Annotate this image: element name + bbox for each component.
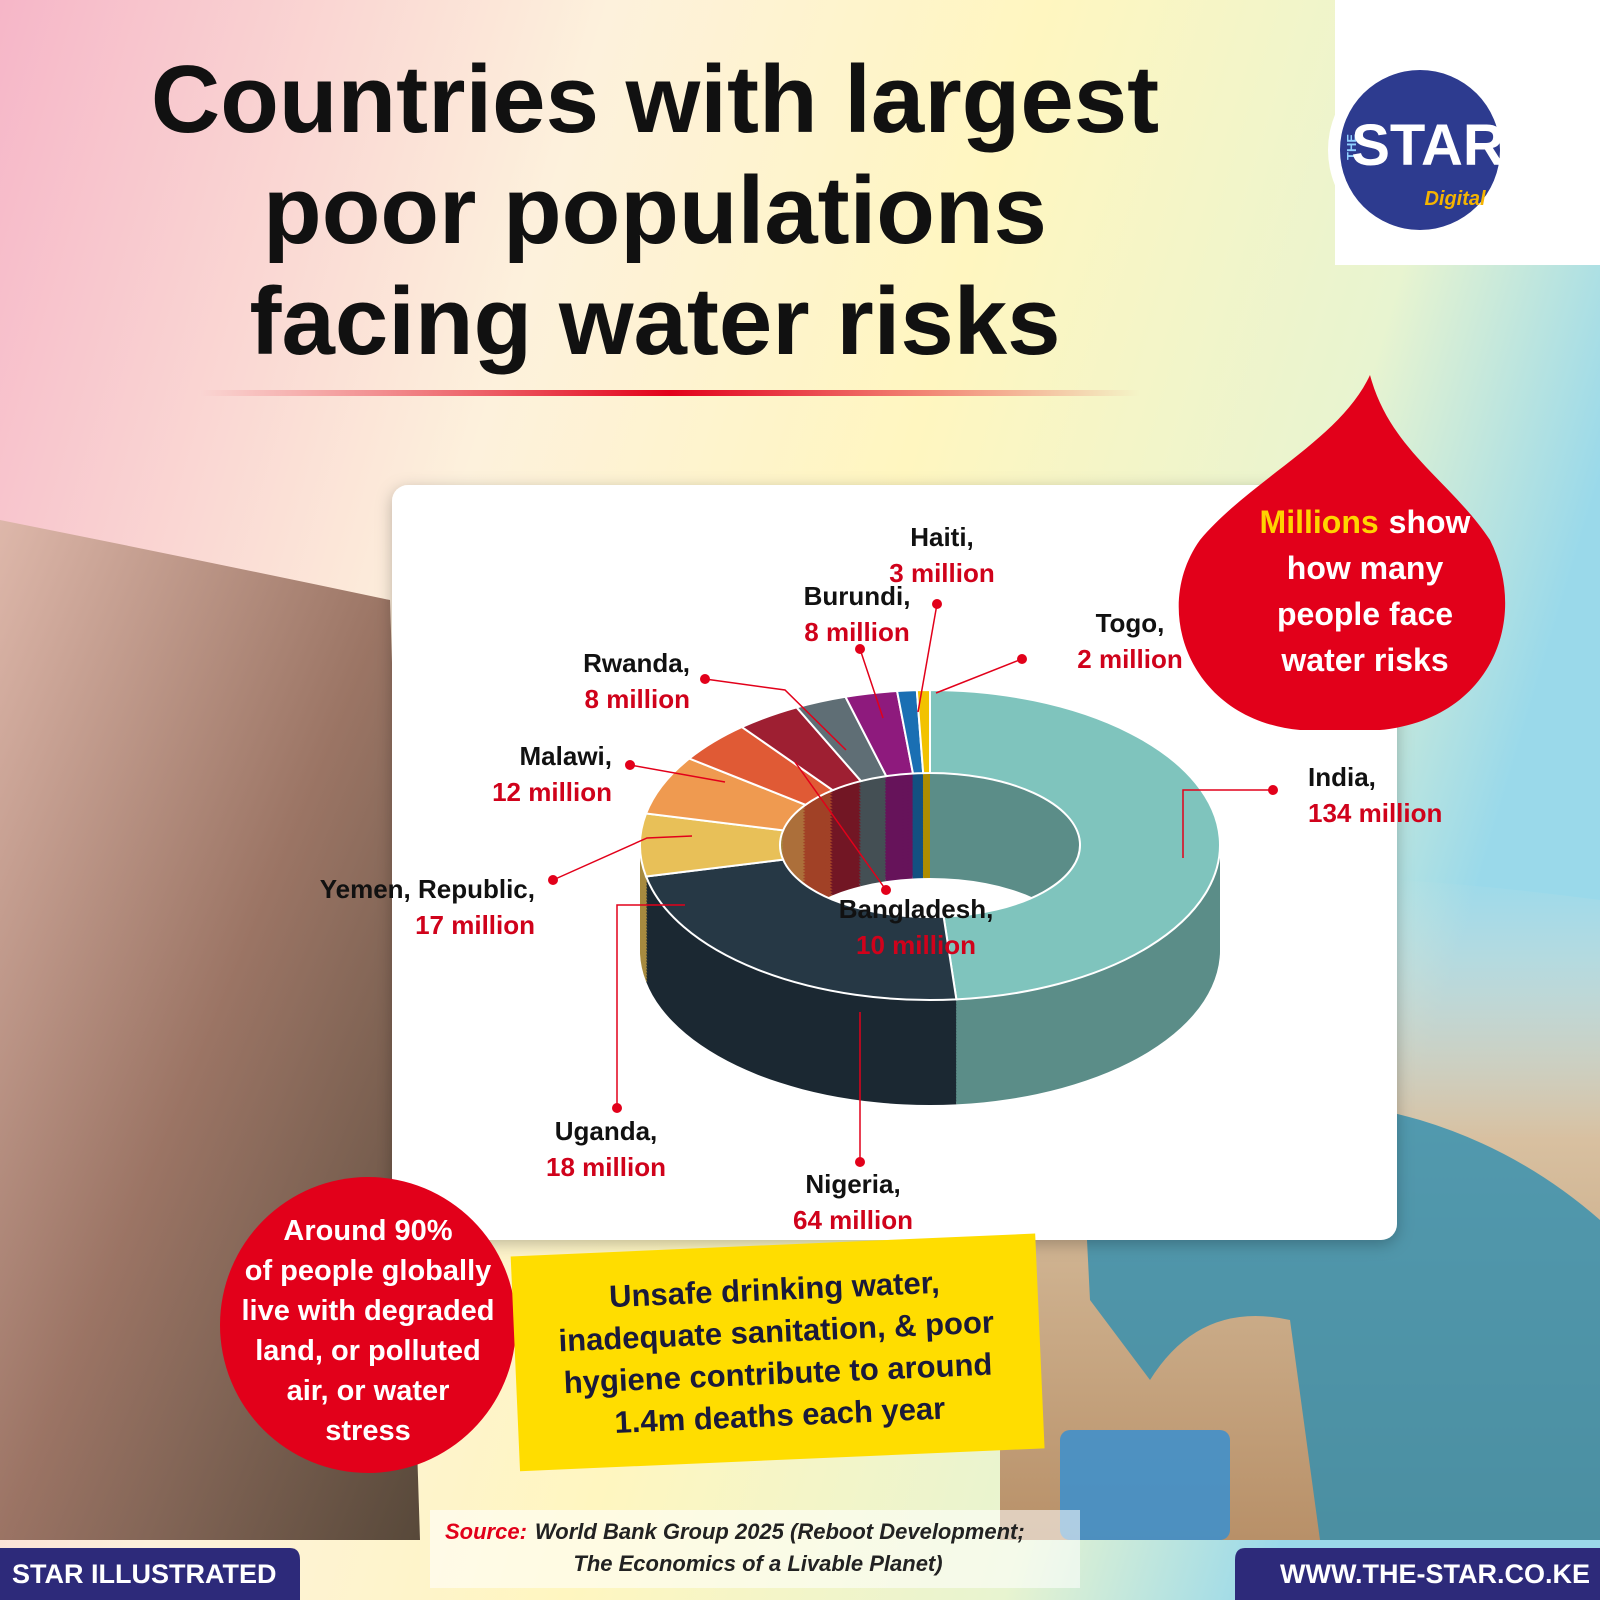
category-label: Yemen, Republic,	[320, 874, 535, 904]
drop-callout-text: Millions show	[1260, 504, 1471, 540]
value-label: 8 million	[804, 617, 909, 647]
source-text: Source: World Bank Group 2025 (Reboot Dev…	[445, 1519, 1025, 1544]
circle-callout-line: of people globally	[245, 1255, 492, 1287]
category-label: Malawi,	[520, 741, 612, 771]
leader-line	[917, 603, 938, 713]
title: facing water risks	[249, 268, 1060, 375]
value-label: 18 million	[546, 1152, 666, 1182]
drop-callout-highlight: Millions	[1260, 504, 1379, 540]
leader-dot	[881, 885, 891, 895]
category-label: Rwanda,	[583, 648, 690, 678]
leader-dot	[855, 1157, 865, 1167]
box-callout: Unsafe drinking water,inadequate sanitat…	[510, 1233, 1045, 1472]
circle-callout-line: stress	[325, 1415, 410, 1447]
title: Countries with largest	[151, 46, 1159, 153]
leader-line	[859, 648, 884, 719]
value-label: 134 million	[1308, 798, 1442, 828]
leader-line	[1182, 789, 1273, 858]
leader-dot	[1268, 785, 1278, 795]
title: poor populations	[263, 157, 1047, 264]
category-label: Haiti,	[910, 522, 974, 552]
footer-right: WWW.THE-STAR.CO.KE	[1280, 1559, 1590, 1589]
circle-callout-text: Around 90% of people globally live with de…	[242, 1215, 495, 1447]
slice	[929, 688, 1221, 1001]
category-label: India,	[1308, 762, 1376, 792]
leader-line	[616, 904, 685, 1108]
circle-callout-line: air, or water	[287, 1375, 450, 1407]
category-label: Burundi,	[804, 581, 911, 611]
category-label: Togo,	[1096, 608, 1165, 638]
category-label: Bangladesh,	[839, 894, 994, 924]
value-label: 17 million	[415, 910, 535, 940]
circle-callout-line: land, or polluted	[255, 1335, 481, 1367]
circle-callout	[220, 1177, 516, 1473]
leader-dot	[700, 674, 710, 684]
value-label: 3 million	[889, 558, 994, 588]
logo-sub: Digital	[1424, 188, 1486, 210]
leader-line	[704, 678, 847, 751]
category-label: Uganda,	[555, 1116, 658, 1146]
footer-left: STAR ILLUSTRATED	[12, 1559, 276, 1589]
leader-line	[629, 764, 726, 783]
logo-main: STAR	[1351, 113, 1505, 178]
drop-callout-text: how many	[1287, 550, 1444, 586]
leader-dot	[855, 644, 865, 654]
title-rule	[200, 390, 1140, 396]
leader-line	[794, 761, 887, 891]
circle-callout-line: Around 90%	[283, 1215, 452, 1247]
drop-callout-text: water risks	[1280, 642, 1448, 678]
circle-callout-line: live with degraded	[242, 1295, 495, 1327]
source-bg	[430, 1510, 1080, 1588]
leader-dot	[1017, 654, 1027, 664]
drop-callout	[1178, 375, 1506, 730]
leader-dot	[625, 760, 635, 770]
value-label: 8 million	[585, 684, 690, 714]
source-label: Source:	[445, 1519, 527, 1544]
value-label: 12 million	[492, 777, 612, 807]
photo-bucket	[1060, 1430, 1230, 1540]
donut	[639, 688, 1221, 1105]
leader-dot	[932, 599, 942, 609]
category-label: Nigeria,	[805, 1169, 900, 1199]
drop-callout-text: people face	[1277, 596, 1453, 632]
slice	[644, 858, 958, 1001]
leader-line	[935, 658, 1023, 694]
source-line: The Economics of a Livable Planet)	[573, 1551, 942, 1576]
value-label: 64 million	[793, 1205, 913, 1235]
leader-dot	[612, 1103, 622, 1113]
footer-left-bg	[0, 1548, 300, 1600]
value-label: 2 million	[1077, 644, 1182, 674]
drop-callout-rest: show	[1389, 504, 1471, 540]
leader-line	[552, 835, 693, 881]
footer-right-bg	[1235, 1548, 1600, 1600]
box-callout-bg	[510, 1233, 1045, 1472]
value-label: 10 million	[856, 930, 976, 960]
labels: India, 134 million Nigeria, 64 million Ugand…	[320, 522, 1443, 1235]
source-line: World Bank Group 2025 (Reboot Developmen…	[535, 1519, 1025, 1544]
leader-dot	[548, 875, 558, 885]
logo-small: THE	[1344, 134, 1359, 160]
logo-disc	[1340, 70, 1500, 230]
